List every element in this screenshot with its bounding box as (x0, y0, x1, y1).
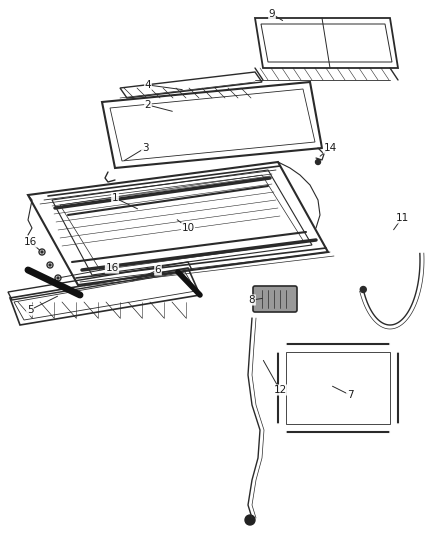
Text: 4: 4 (145, 80, 151, 90)
Text: 16: 16 (106, 263, 119, 273)
Circle shape (57, 277, 59, 279)
Circle shape (390, 424, 406, 440)
Text: 11: 11 (396, 213, 409, 223)
Text: 10: 10 (181, 223, 194, 233)
FancyBboxPatch shape (253, 286, 297, 312)
Circle shape (270, 424, 286, 440)
Circle shape (360, 287, 366, 293)
Text: 1: 1 (112, 193, 118, 203)
Text: 6: 6 (155, 265, 161, 275)
Text: 9: 9 (268, 9, 276, 19)
Text: 16: 16 (23, 237, 37, 247)
Text: 2: 2 (145, 100, 151, 110)
Circle shape (390, 336, 406, 352)
Text: 14: 14 (323, 143, 337, 153)
Text: 7: 7 (347, 390, 353, 400)
Circle shape (315, 159, 321, 165)
Circle shape (49, 264, 51, 266)
Text: 8: 8 (249, 295, 255, 305)
Circle shape (245, 515, 255, 525)
Circle shape (41, 251, 43, 253)
Circle shape (270, 336, 286, 352)
Text: 5: 5 (27, 305, 33, 315)
Text: 12: 12 (273, 385, 286, 395)
Text: 3: 3 (141, 143, 148, 153)
